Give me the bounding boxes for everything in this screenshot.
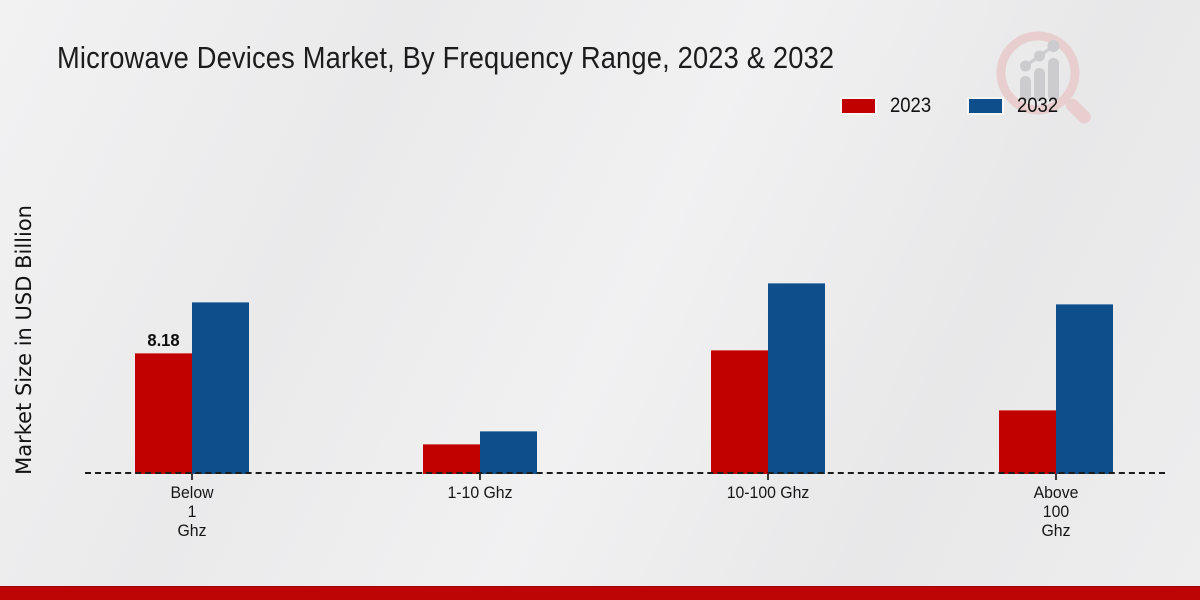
y-axis-label: Market Size in USD Billion [12, 205, 36, 475]
magnifier-bar-chart-logo-icon [996, 31, 1091, 124]
legend-swatch-2032 [966, 97, 1004, 115]
x-axis-baseline [85, 472, 1165, 474]
bar-value-label: 8.18 [147, 330, 180, 350]
legend-swatch-2023 [840, 97, 877, 115]
x-axis-tick-2 [767, 474, 769, 480]
legend-label-2023: 2023 [890, 94, 932, 117]
x-axis-category-label-0: Below 1 Ghz [170, 483, 214, 540]
legend: 2023 2032 [840, 94, 1063, 118]
y-axis-label-container: Market Size in USD Billion [6, 125, 42, 555]
bar-2032-category-0 [192, 302, 249, 474]
legend-item-2023: 2023 [840, 94, 937, 118]
chart-title: Microwave Devices Market, By Frequency R… [57, 40, 835, 75]
x-axis-category-label-2: 10-100 Ghz [726, 483, 810, 502]
legend-item-2032: 2032 [966, 94, 1064, 118]
bar-2023-category-0 [135, 353, 192, 474]
x-axis-category-label-1: 1-10 Ghz [447, 483, 513, 502]
bar-2032-category-2 [768, 283, 825, 474]
x-axis-category-label-3: Above 100 Ghz [1033, 483, 1079, 540]
bar-2032-category-3 [1056, 304, 1113, 474]
bar-2032-category-1 [480, 431, 537, 474]
bar-2023-category-2 [711, 350, 768, 474]
bar-2023-category-3 [999, 410, 1056, 474]
x-axis-tick-3 [1055, 474, 1057, 480]
bottom-red-band [0, 586, 1200, 600]
x-axis-tick-1 [479, 474, 481, 480]
legend-label-2032: 2032 [1016, 94, 1058, 117]
bar-2023-category-1 [423, 444, 480, 474]
x-axis-tick-0 [191, 474, 193, 480]
